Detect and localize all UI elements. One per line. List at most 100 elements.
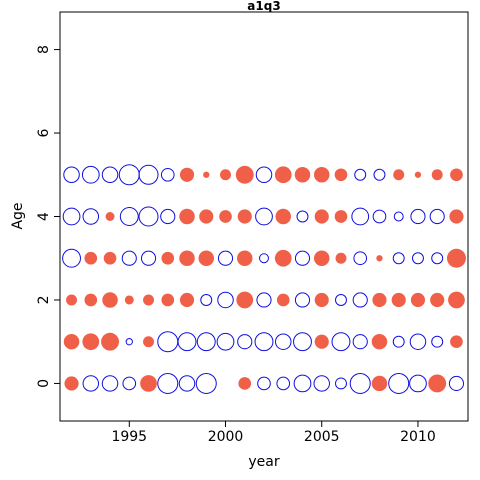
bubble <box>196 332 216 352</box>
bubble <box>160 167 175 182</box>
bubble <box>119 207 139 226</box>
bubble <box>393 211 404 222</box>
bubble <box>217 250 234 266</box>
bubble <box>354 168 367 181</box>
bubble <box>236 291 254 309</box>
bubble <box>200 293 213 306</box>
bubble <box>388 372 410 394</box>
bubble <box>237 334 253 350</box>
bubble <box>66 294 78 306</box>
bubble <box>63 333 80 350</box>
bubble <box>294 167 311 183</box>
bubble <box>313 167 330 183</box>
bubble <box>313 375 330 392</box>
bubble <box>335 377 347 390</box>
bubble <box>448 291 465 309</box>
bubble <box>179 250 195 266</box>
bubble <box>161 293 175 307</box>
bubble <box>82 375 100 392</box>
bubble <box>63 166 80 184</box>
bubbles <box>62 164 466 394</box>
chart-title: a1q3 <box>247 0 280 13</box>
bubble <box>373 168 386 181</box>
bubble <box>254 332 274 352</box>
bubble <box>314 209 329 224</box>
bubble <box>428 374 447 393</box>
bubble <box>82 208 100 225</box>
bubble <box>430 292 445 308</box>
bubble <box>101 375 119 392</box>
bubble <box>143 294 155 306</box>
bubble <box>161 251 175 265</box>
bubble <box>62 207 81 226</box>
bubble <box>177 332 197 352</box>
bubble <box>255 207 273 226</box>
bubble <box>293 332 312 352</box>
y-tick-label: 6 <box>36 128 52 137</box>
y-tick-label: 2 <box>36 296 52 305</box>
bubble <box>140 250 157 266</box>
bubble <box>391 292 406 308</box>
bubble <box>276 293 290 307</box>
bubble <box>157 331 179 353</box>
bubble <box>103 251 117 265</box>
bubble <box>431 169 443 181</box>
bubble <box>409 374 427 393</box>
bubble <box>392 335 405 348</box>
bubble <box>216 332 235 351</box>
bubble <box>179 167 195 182</box>
bubble <box>220 169 231 181</box>
bubble <box>313 250 330 266</box>
bubble <box>124 295 134 305</box>
x-axis-label: year <box>248 454 279 470</box>
plot-frame <box>59 11 469 422</box>
bubble <box>84 251 98 265</box>
bubble <box>259 253 269 264</box>
bubble <box>335 293 347 306</box>
bubble <box>122 376 137 391</box>
bubble <box>138 164 159 185</box>
bubble <box>331 332 351 352</box>
bubble <box>274 249 292 267</box>
y-axis: 0 2 4 6 8 <box>36 45 60 388</box>
bubble <box>125 338 133 346</box>
bubble <box>179 208 195 225</box>
bubble <box>257 376 271 391</box>
bubble <box>256 292 272 308</box>
bubble <box>143 336 155 348</box>
bubble <box>372 209 387 224</box>
bubble <box>64 376 79 391</box>
bubble <box>294 250 311 266</box>
bubble <box>429 208 445 225</box>
bubble <box>296 210 309 223</box>
bubble <box>431 335 444 348</box>
bubble <box>410 292 426 308</box>
x-axis: 1995 2000 2005 2010 <box>111 421 436 445</box>
bubble <box>121 250 137 266</box>
bubble <box>371 333 388 350</box>
bubble <box>352 292 368 308</box>
bubble <box>203 171 210 178</box>
bubble <box>393 169 405 181</box>
bubble <box>274 333 292 350</box>
bubble <box>414 171 422 178</box>
bubble <box>450 168 463 182</box>
bubble <box>448 375 465 392</box>
bubble <box>84 293 98 307</box>
bubble <box>118 164 140 186</box>
bubble <box>102 292 118 308</box>
bubble <box>335 252 347 264</box>
y-tick-label: 0 <box>36 379 52 388</box>
bubble <box>198 250 215 266</box>
bubble <box>101 166 119 184</box>
bubble <box>431 252 444 265</box>
y-axis-label: Age <box>10 202 26 229</box>
bubble <box>255 166 273 184</box>
bubble <box>334 168 348 182</box>
bubble <box>314 292 329 308</box>
bubble <box>449 209 464 224</box>
bubble <box>140 375 157 392</box>
bubble <box>410 208 426 225</box>
bubble <box>293 374 312 393</box>
bubble <box>352 334 368 350</box>
